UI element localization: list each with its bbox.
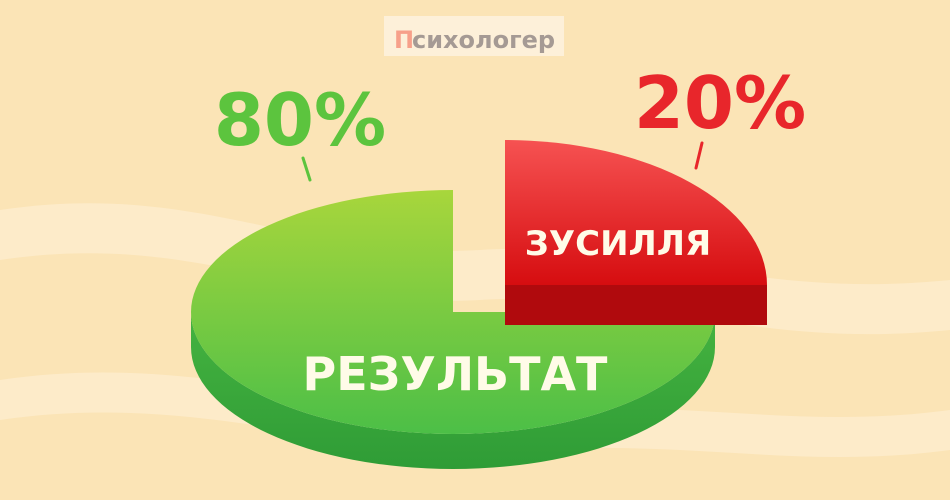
slice-label-effort: ЗУСИЛЛЯ: [525, 224, 711, 264]
svg-text:П: П: [394, 26, 414, 54]
slice-result-top: [191, 190, 715, 434]
percent-label-result: 80%: [214, 78, 386, 162]
slice-result: [191, 190, 715, 469]
svg-text:сихологер: сихологер: [412, 26, 555, 54]
percent-label-effort: 20%: [634, 61, 806, 145]
leader-line-effort: [694, 141, 704, 170]
slice-effort-side: [505, 285, 767, 325]
slice-result-side: [191, 312, 715, 469]
leader-line-result: [301, 156, 312, 182]
slice-effort: [505, 140, 767, 325]
slice-effort-top: [505, 140, 767, 285]
slice-label-result: РЕЗУЛЬТАТ: [303, 347, 609, 401]
logo: П сихологер: [384, 16, 564, 56]
